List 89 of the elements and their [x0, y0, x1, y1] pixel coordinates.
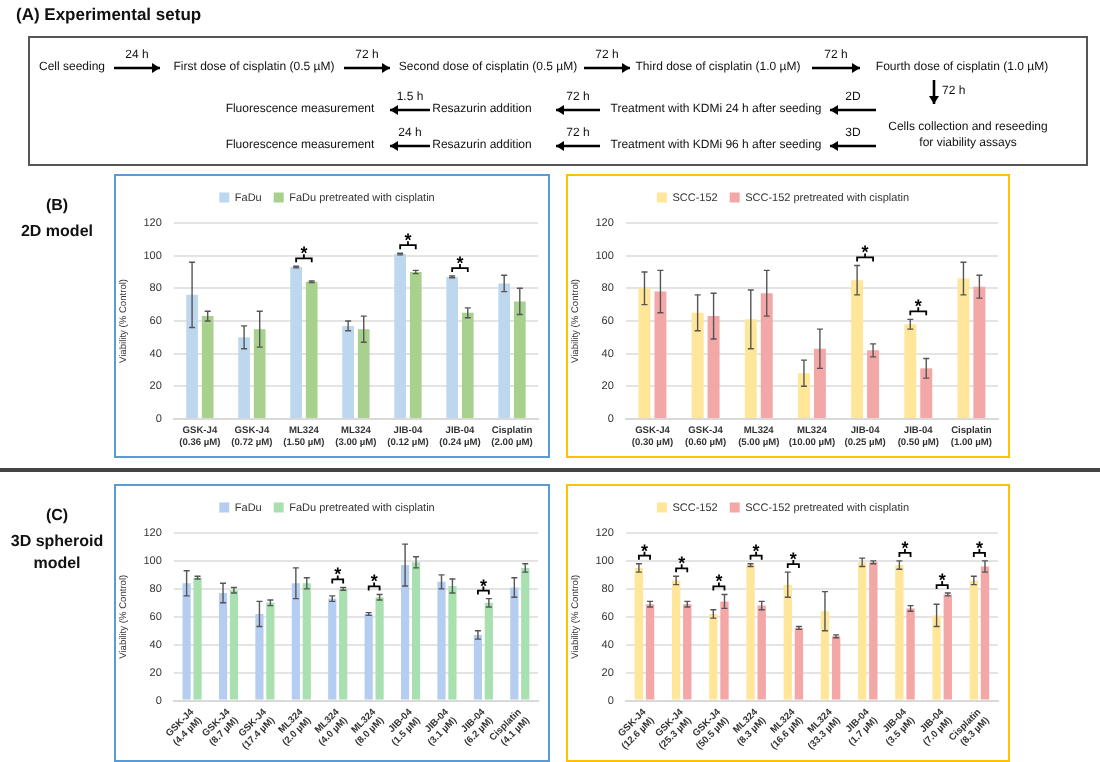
annotation: * — [938, 570, 947, 590]
bar — [473, 634, 483, 700]
bar — [182, 583, 191, 700]
bar — [255, 613, 264, 700]
bar — [266, 602, 275, 700]
annotation: * — [300, 243, 309, 264]
bar — [932, 615, 941, 700]
bar — [461, 312, 474, 418]
annotation: * — [715, 571, 724, 592]
bar — [484, 602, 493, 700]
bar — [218, 593, 228, 700]
bar — [831, 636, 841, 700]
bar — [513, 301, 526, 418]
bar — [969, 580, 978, 700]
bar — [707, 316, 720, 418]
bar — [654, 291, 667, 418]
bar — [339, 588, 348, 700]
bar — [394, 254, 406, 418]
bar — [342, 325, 354, 418]
bar — [957, 278, 970, 418]
bar — [638, 288, 651, 418]
bar — [760, 293, 773, 418]
bar — [757, 605, 766, 700]
bar — [980, 566, 990, 700]
bar — [238, 337, 250, 418]
annotation: * — [914, 296, 923, 317]
bar — [448, 586, 457, 700]
text: (A) Experimental setup — [16, 4, 202, 24]
bar — [783, 584, 792, 700]
bar — [973, 286, 986, 418]
bar — [437, 581, 446, 700]
annotation: * — [334, 564, 343, 585]
bar — [510, 587, 519, 700]
bar — [521, 567, 530, 700]
bar — [813, 348, 826, 418]
bar — [409, 271, 422, 418]
bar — [691, 312, 704, 418]
bar — [328, 598, 337, 700]
annotation: * — [901, 537, 910, 558]
bar — [357, 329, 370, 418]
bar — [797, 373, 810, 418]
bar — [290, 267, 302, 418]
text: 2D model — [18, 220, 95, 242]
bar — [375, 597, 384, 700]
annotation: * — [640, 540, 649, 561]
bar — [446, 276, 459, 418]
text: (C) — [43, 504, 71, 526]
bar — [720, 601, 729, 700]
annotation: * — [861, 242, 870, 263]
bar — [302, 583, 311, 700]
bar — [709, 613, 718, 700]
bar — [869, 562, 878, 700]
bar — [820, 611, 830, 700]
bar — [920, 368, 933, 418]
bar — [305, 281, 318, 418]
bar — [857, 562, 867, 700]
bar — [229, 590, 239, 700]
bar — [851, 280, 864, 418]
bar — [364, 613, 373, 700]
text: (B) — [43, 194, 71, 216]
bar — [943, 594, 952, 700]
bar — [498, 283, 511, 418]
bar — [746, 565, 755, 700]
annotation: * — [404, 230, 413, 251]
annotation: * — [789, 549, 798, 570]
annotation: * — [456, 253, 465, 274]
annotation: * — [752, 540, 761, 561]
annotation: * — [678, 553, 687, 574]
bar — [186, 294, 198, 418]
bar — [906, 608, 915, 700]
bar — [401, 565, 410, 700]
bar — [683, 604, 692, 700]
annotation: * — [975, 537, 984, 558]
bar — [411, 562, 421, 700]
bar — [895, 565, 904, 700]
annotation: * — [479, 575, 488, 596]
bar — [867, 350, 880, 418]
bar — [794, 627, 804, 700]
bar — [291, 583, 300, 700]
bar — [201, 316, 214, 418]
bar — [744, 319, 757, 418]
bar — [645, 604, 655, 700]
bar — [253, 329, 266, 418]
text: 3D spheroid model — [8, 530, 106, 574]
bar — [904, 324, 917, 418]
annotation: * — [370, 571, 379, 592]
bar — [193, 577, 202, 700]
bar — [634, 567, 644, 700]
bar — [671, 580, 681, 700]
